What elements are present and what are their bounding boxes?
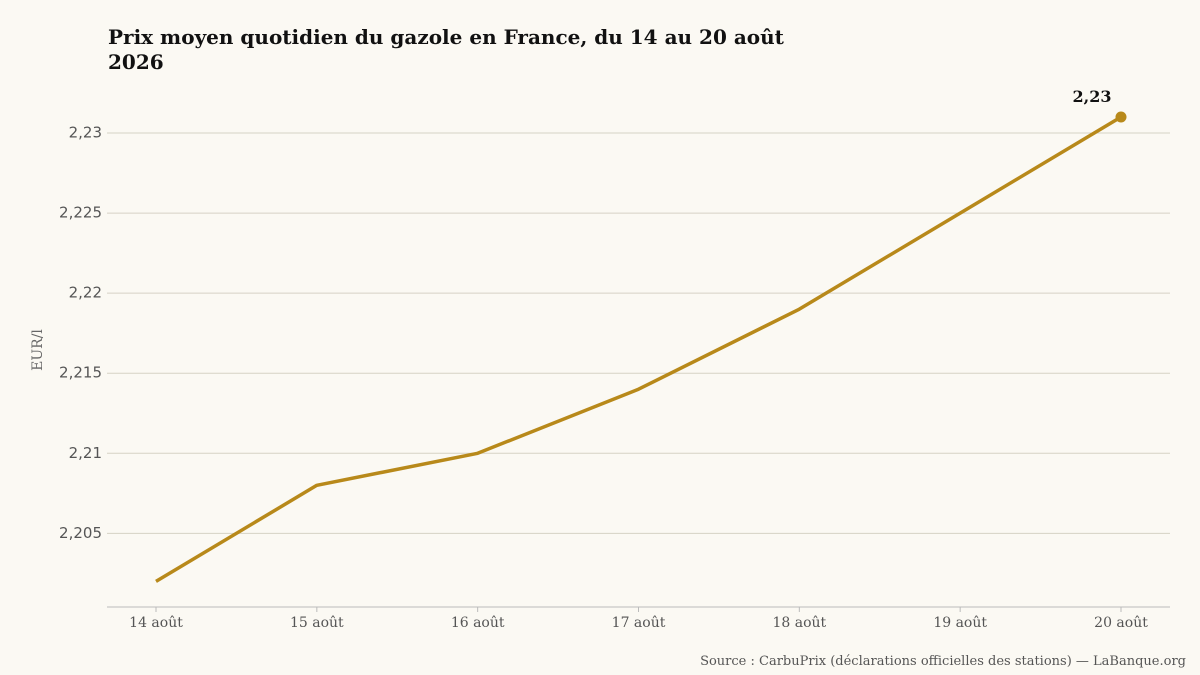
y-tick-label: 2,21 (69, 444, 102, 462)
y-tick-label: 2,22 (69, 284, 102, 302)
y-tick-label: 2,225 (59, 204, 102, 222)
y-tick-label: 2,23 (69, 124, 102, 142)
x-tick-label: 16 août (451, 615, 505, 631)
y-tick-label: 2,205 (59, 524, 102, 542)
point (1115, 111, 1127, 123)
x-tick-label: 18 août (772, 615, 826, 631)
title-line: Prix moyen quotidien du gazole en France… (108, 25, 785, 49)
x-tick-label: 15 août (290, 615, 344, 631)
y-axis-label: EUR/l (30, 329, 46, 371)
value-label: 2,23 (1073, 87, 1112, 106)
x-tick-label: 14 août (129, 615, 183, 631)
x-tick-label: 17 août (612, 615, 666, 631)
y-tick-label: 2,215 (59, 364, 102, 382)
title-line: 2026 (108, 50, 164, 74)
line (155, 115, 1122, 583)
chart-title: Prix moyen quotidien du gazole en France… (108, 25, 785, 74)
x-tick-label: 19 août (933, 615, 987, 631)
x-tick-label: 20 août (1094, 615, 1148, 631)
source: Source : CarbuPrix (déclarations officie… (700, 654, 1186, 669)
